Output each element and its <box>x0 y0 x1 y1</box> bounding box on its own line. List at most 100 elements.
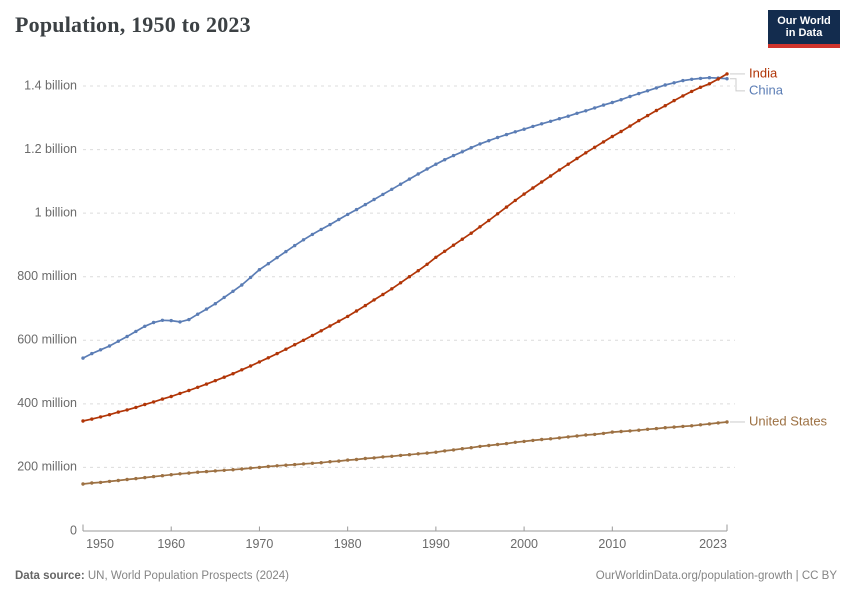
data-point <box>390 187 394 191</box>
data-point <box>390 287 394 291</box>
x-axis-tick-label: 1970 <box>246 537 274 551</box>
series-united-states[interactable] <box>81 420 729 486</box>
data-point <box>319 227 323 232</box>
data-point <box>451 448 456 452</box>
data-point <box>557 117 562 121</box>
y-axis-tick-label: 800 million <box>17 269 77 283</box>
data-point <box>240 467 244 471</box>
data-point <box>460 150 464 154</box>
data-point <box>504 205 509 209</box>
data-point <box>487 443 491 448</box>
data-point <box>143 475 147 480</box>
data-point <box>522 127 526 131</box>
data-point <box>725 72 729 76</box>
data-point <box>187 317 191 322</box>
data-point <box>487 139 491 143</box>
data-point <box>416 269 420 273</box>
data-point <box>240 368 244 372</box>
owid-logo-line1: Our World <box>777 15 831 27</box>
data-point <box>531 186 535 190</box>
data-point <box>663 104 667 108</box>
data-point <box>346 212 350 217</box>
owid-logo-line2: in Data <box>785 27 823 39</box>
data-point <box>363 303 367 308</box>
series-india[interactable] <box>81 72 729 423</box>
data-point <box>637 118 641 123</box>
data-point <box>434 255 438 259</box>
data-point <box>672 98 676 103</box>
y-axis-tick-label: 0 <box>70 523 77 537</box>
data-point <box>354 309 359 313</box>
data-point <box>257 465 262 470</box>
data-point <box>125 334 129 339</box>
data-point <box>698 423 703 427</box>
data-point <box>531 438 535 443</box>
data-point <box>469 446 473 450</box>
owid-logo[interactable]: Our World in Data <box>768 10 840 48</box>
series-label-india[interactable]: India <box>749 65 778 80</box>
series-china[interactable] <box>81 76 729 360</box>
data-point <box>619 98 623 102</box>
data-point <box>610 430 614 434</box>
data-point <box>407 275 412 279</box>
owid-url-license[interactable]: OurWorldinData.org/population-growth | C… <box>595 570 837 582</box>
series-line[interactable] <box>82 76 728 359</box>
data-point <box>310 232 315 237</box>
data-point <box>381 192 385 197</box>
series-label-china[interactable]: China <box>749 82 784 97</box>
data-point <box>531 124 535 129</box>
data-point <box>548 119 553 124</box>
data-point <box>257 268 262 272</box>
data-point <box>160 397 165 401</box>
data-point <box>698 85 703 90</box>
data-point <box>522 192 526 196</box>
data-point <box>143 402 147 407</box>
data-point <box>169 473 173 477</box>
data-point <box>257 360 262 364</box>
data-point <box>663 426 667 430</box>
data-point <box>654 426 659 431</box>
data-point <box>654 108 659 113</box>
data-point <box>690 89 694 94</box>
data-point <box>310 461 315 465</box>
data-point <box>645 427 650 431</box>
data-point <box>381 455 385 459</box>
data-point <box>107 479 112 484</box>
data-point <box>98 480 103 485</box>
data-point <box>504 132 509 137</box>
data-point <box>248 275 253 280</box>
data-point <box>213 379 217 383</box>
data-point <box>690 424 694 428</box>
data-point <box>363 202 367 207</box>
data-point <box>275 464 279 468</box>
data-point <box>284 347 288 351</box>
data-point <box>425 167 429 171</box>
data-point <box>354 457 359 462</box>
series-label-united-states[interactable]: United States <box>749 413 828 428</box>
data-point <box>716 77 720 81</box>
data-point <box>266 464 270 469</box>
data-point <box>663 83 667 87</box>
data-point <box>628 124 632 128</box>
data-point <box>425 451 429 455</box>
data-point <box>566 114 570 118</box>
data-point <box>398 182 403 186</box>
data-point <box>204 307 209 311</box>
data-point <box>434 162 438 166</box>
data-point <box>601 103 606 107</box>
data-point <box>575 111 579 116</box>
data-point <box>293 243 297 248</box>
data-point <box>478 142 482 146</box>
x-axis-tick-label: 2010 <box>598 537 626 551</box>
data-point <box>584 433 588 437</box>
data-point <box>248 466 253 470</box>
data-point <box>301 338 306 342</box>
data-point <box>540 437 544 442</box>
data-point <box>637 91 641 96</box>
data-point <box>495 212 500 216</box>
data-point <box>90 481 94 485</box>
data-point <box>575 156 579 161</box>
data-point <box>698 76 703 81</box>
data-point <box>346 314 350 319</box>
y-axis-tick-label: 1.4 billion <box>24 78 77 92</box>
